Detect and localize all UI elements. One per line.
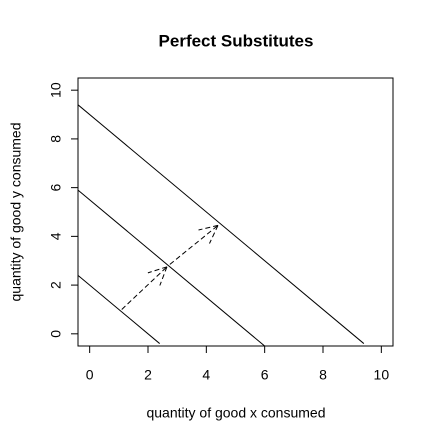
y-tick-label: 10 [48,82,64,98]
x-axis-label: quantity of good x consumed [146,405,325,421]
arrow-head [209,225,219,244]
x-tick-label: 4 [202,367,210,383]
x-tick-label: 0 [86,367,94,383]
indifference-curve [78,189,265,346]
arrow-head [147,266,168,274]
arrow-shaft [121,266,168,310]
arrow-shaft [169,225,219,265]
y-tick-label: 8 [48,135,64,143]
y-tick-label: 0 [48,330,64,338]
chart-title: Perfect Substitutes [159,31,314,50]
x-tick-label: 2 [144,367,152,383]
x-tick-label: 10 [374,367,390,383]
indifference-curve [78,274,160,344]
indifference-curve [78,104,365,344]
x-tick-label: 8 [319,367,327,383]
x-tick-label: 6 [261,367,269,383]
y-axis-label: quantity of good y consumed [8,122,24,301]
y-tick-label: 2 [48,281,64,289]
plot-box [77,77,394,347]
y-tick-label: 6 [48,184,64,192]
arrow-head [198,224,219,231]
y-tick-label: 4 [48,232,64,240]
arrow-head [159,266,168,286]
